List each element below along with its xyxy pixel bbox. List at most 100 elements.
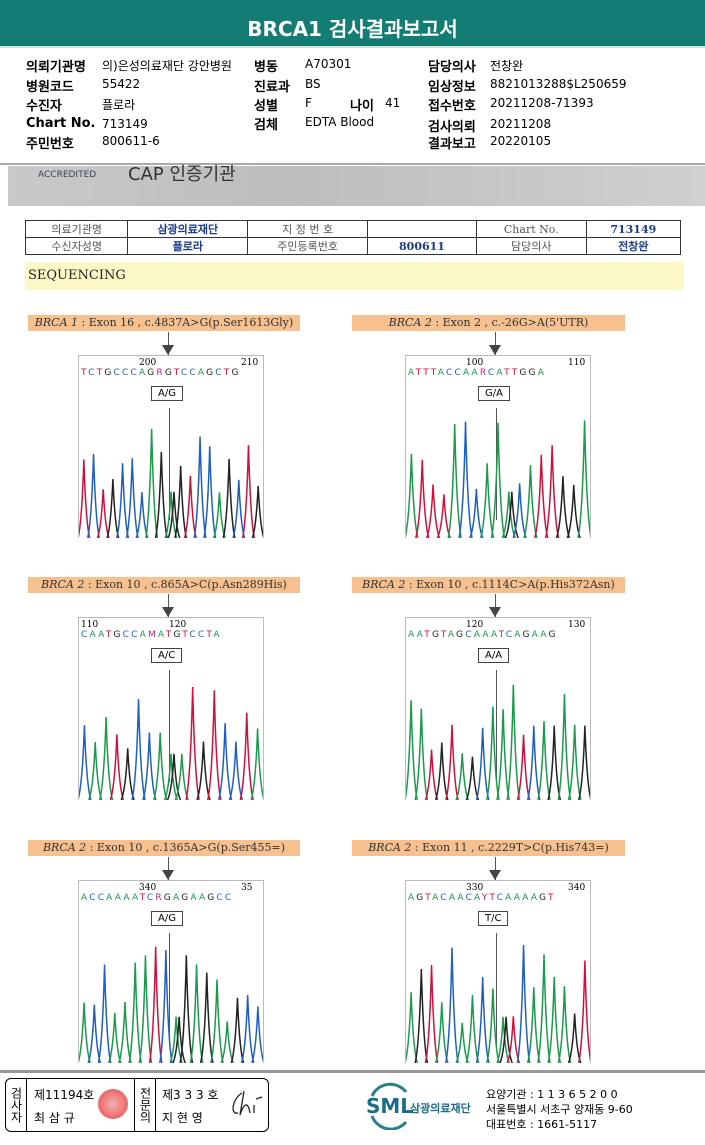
trace-peak (167, 491, 181, 538)
base-letter: C (454, 368, 463, 378)
patient-table: 의료기관명 삼광의료재단 지 정 번 호 Chart No. 713149 수신… (24, 220, 682, 255)
doctor-label: 담당의사 (428, 60, 476, 75)
trace-peak (534, 454, 549, 538)
variant-description: : Exon 10 , c.1114C>A(p.His372Asn) (405, 578, 615, 591)
trace-peak (436, 494, 452, 538)
base-letter: A (473, 630, 483, 640)
trace-peak (109, 734, 125, 800)
trace-peak (458, 421, 473, 538)
base-letter: C (487, 368, 497, 378)
base-letter: A (447, 630, 457, 640)
examiner-number: 제11194호 (34, 1088, 95, 1102)
base-letter: A (462, 368, 472, 378)
chromatogram: 340 35 ACCAAAATCRGAGAAGCC A/G (78, 880, 264, 1063)
trace-peak (128, 962, 143, 1063)
trace-peak (106, 479, 120, 538)
trace-peak (125, 458, 139, 538)
ward-value: A70301 (305, 57, 352, 71)
base-letter: T (182, 630, 190, 640)
trace-peak (239, 712, 254, 800)
base-letter: T (511, 368, 520, 378)
base-letter: C (224, 893, 234, 903)
trace-peak (107, 1012, 122, 1063)
trace-peak (118, 1001, 132, 1063)
base-letter: A (114, 893, 124, 903)
trace-peak (210, 979, 224, 1063)
rrn-label: 주민번호 (26, 137, 74, 152)
variant-label: BRCA 1 : Exon 16 , c.4837A>G(p.Ser1613Gl… (28, 315, 300, 331)
trace-peak (116, 463, 130, 538)
trace-peak (434, 742, 449, 800)
trace-peak (567, 1013, 582, 1063)
receipt-label: 접수번호 (428, 99, 476, 114)
trace-peak (230, 997, 245, 1063)
base-letter: A (157, 630, 166, 640)
trace-peak (120, 748, 135, 800)
table-cell: 플로라 (127, 237, 249, 255)
base-letter: A (416, 630, 425, 640)
trace-peak (228, 741, 244, 800)
arrow-line (168, 332, 169, 355)
position-label: 200 (139, 358, 157, 368)
base-letter: C (130, 368, 139, 378)
base-letter: T (105, 630, 114, 640)
base-letter: A (482, 630, 491, 640)
variant-description: : Exon 16 , c.4837A>G(p.Ser1613Gly) (78, 316, 294, 329)
base-letter: A (474, 893, 482, 903)
doctor-value: 전창완 (490, 59, 524, 73)
base-letter: C (97, 893, 107, 903)
base-letter: A (537, 368, 547, 378)
patient-value: 플로라 (102, 98, 136, 112)
seal-icon (98, 1089, 128, 1119)
base-sequence: AGTACAACAYTCAAAAGT (408, 893, 556, 903)
trace-peak (98, 717, 114, 800)
arrow-down-icon (489, 345, 501, 355)
trace-peak (537, 954, 551, 1063)
cap-banner: ACCREDITED CAP 인증기관 (8, 164, 705, 206)
logo-text: SML (366, 1094, 414, 1118)
position-label: 340 (568, 883, 586, 893)
gene-name: BRCA 2 (388, 316, 432, 329)
trace-peak (526, 987, 541, 1063)
trace-peak (196, 741, 211, 800)
position-label: 120 (466, 620, 484, 630)
trace-peak (544, 445, 560, 538)
trace-peak (516, 734, 531, 800)
trace-peak (169, 1016, 183, 1063)
examiner-name: 최 삼 규 (34, 1111, 75, 1125)
trace-peak (131, 699, 146, 800)
arrow-down-icon (162, 607, 174, 617)
report-date-value: 20220105 (490, 134, 552, 148)
base-letter: G (173, 630, 183, 640)
trace-peak (469, 488, 484, 538)
base-letter: A (106, 893, 115, 903)
base-letter: A (448, 893, 458, 903)
genotype-call: A/C (151, 648, 183, 663)
arrow-down-icon (162, 870, 174, 880)
arrow-down-icon (489, 870, 501, 880)
trace-peak (567, 724, 582, 800)
trace-peak (86, 453, 101, 538)
genotype-call: A/G (151, 386, 183, 401)
trace-peak (512, 483, 527, 538)
chromatogram: 100 110 ATTTACCAARCATTGGA G/A (405, 355, 591, 538)
variant-description: : Exon 2 , c.-26G>A(5'UTR) (431, 316, 589, 329)
arrow-line (495, 332, 496, 355)
base-letter: A (496, 368, 505, 378)
table-cell: 수신자성명 (24, 237, 129, 255)
base-letter: G (528, 368, 538, 378)
trace-plot (406, 684, 590, 800)
base-letter: G (163, 893, 173, 903)
position-label: 110 (81, 620, 99, 630)
variant-description: : Exon 10 , c.865A>C(p.Asn289His) (84, 578, 287, 591)
report-title: BRCA1 검사결과보고서 (0, 0, 705, 48)
trace-peak (193, 436, 207, 538)
base-letter: R (156, 368, 165, 378)
section-heading: SEQUENCING (25, 262, 684, 290)
clinical-value: 8821013288$L250659 (490, 77, 627, 91)
trace-peak (547, 725, 562, 800)
chromatogram: 200 210 TCTGCCCAGRGTCCAGCTG A/G (78, 355, 264, 538)
base-letter: G (113, 630, 123, 640)
base-letter: C (122, 368, 131, 378)
trace-plot (79, 946, 263, 1063)
